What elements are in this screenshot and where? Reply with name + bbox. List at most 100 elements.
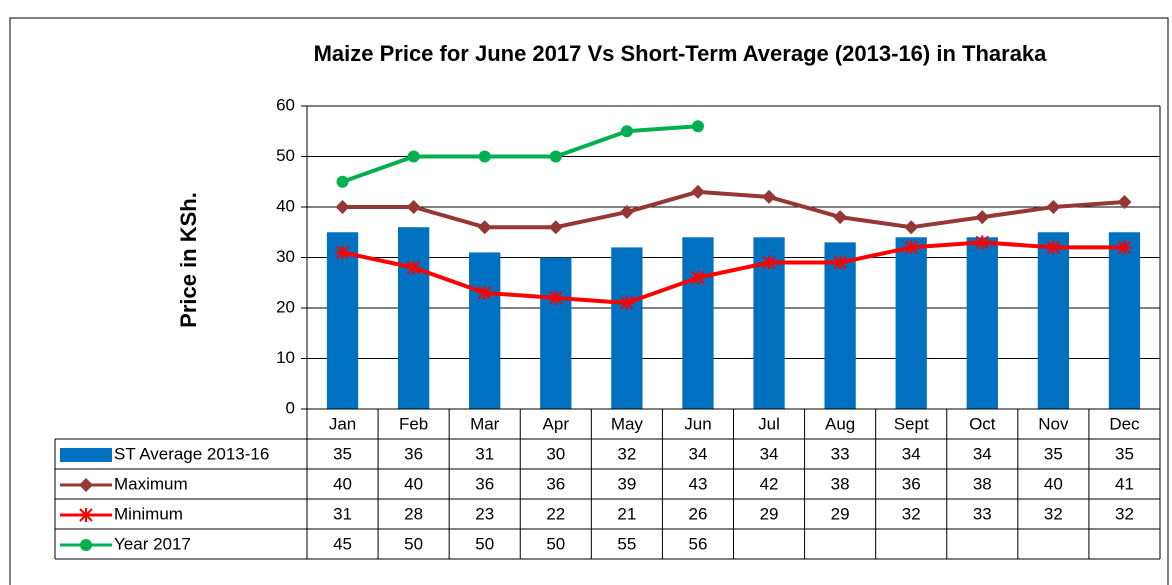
table-value: 21 [617,504,636,523]
x-tick-label: Sept [894,414,929,433]
marker [80,539,92,551]
legend-label: Minimum [114,504,183,523]
table-value: 36 [475,474,494,493]
y-tick-label: 10 [276,348,295,367]
chart-border [9,17,1169,585]
bar [469,252,501,409]
table-value: 30 [546,444,565,463]
table-value: 33 [831,444,850,463]
marker [406,200,421,214]
bar [540,257,572,409]
table-value: 35 [1044,444,1063,463]
table-value: 36 [902,474,921,493]
marker [477,285,492,300]
marker [690,270,705,285]
x-tick-label: Mar [470,414,500,433]
x-tick-label: Aug [825,414,855,433]
table-value: 33 [973,504,992,523]
marker [762,189,777,204]
table-value: 38 [973,474,992,493]
table-value: 55 [617,534,636,553]
table-value: 35 [1115,444,1134,463]
bar [1037,232,1070,409]
bar [895,237,927,409]
table-value: 32 [902,504,921,523]
table-value: 34 [902,444,921,463]
x-tick-label: Nov [1038,414,1069,433]
y-tick-label: 20 [276,297,295,316]
x-tick-label: Dec [1109,414,1140,433]
table-value: 39 [617,474,636,493]
legend-label: ST Average 2013-16 [114,444,269,463]
table-value: 34 [760,444,779,463]
table-value: 28 [404,504,423,523]
table-value: 32 [1115,504,1134,523]
y-tick-label: 50 [276,146,295,165]
table-value: 41 [1115,474,1134,493]
marker [904,240,919,255]
marker [549,150,562,163]
marker [1046,200,1061,214]
table-value: 29 [831,504,850,523]
table-value: 26 [688,504,707,523]
table-value: 56 [688,534,707,553]
legend-label: Year 2017 [114,534,191,553]
marker [548,290,563,305]
table-value: 38 [831,474,850,493]
marker [619,295,634,310]
marker [975,210,990,225]
chart-title: Maize Price for June 2017 Vs Short-Term … [313,41,1047,66]
table-value: 23 [475,504,494,523]
marker [336,175,349,188]
y-tick-label: 40 [276,196,295,215]
bar [1108,232,1141,409]
marker [975,235,990,250]
marker [1046,240,1061,255]
table-value: 40 [1044,474,1063,493]
marker [79,508,93,522]
marker [407,150,420,163]
marker [406,260,421,275]
table-value: 50 [404,534,423,553]
table-value: 50 [475,534,494,553]
x-tick-label: Apr [543,414,570,433]
marker [79,478,93,492]
marker [690,184,705,199]
y-tick-label: 60 [276,95,295,114]
x-tick-label: Oct [969,414,996,433]
x-tick-label: Jul [758,414,780,433]
y-tick-label: 30 [276,247,295,266]
marker [335,245,350,260]
marker [691,120,704,133]
marker [1117,194,1132,209]
line-series [342,240,1125,305]
table-value: 22 [546,504,565,523]
table-value: 34 [688,444,707,463]
table-value: 40 [333,474,352,493]
table-value: 42 [760,474,779,493]
marker [548,220,563,235]
table-value: 36 [546,474,565,493]
marker [904,220,919,235]
table-value: 36 [404,444,423,463]
table-value: 29 [760,504,779,523]
bar [682,237,714,409]
bar [824,242,856,409]
bar [966,237,998,409]
table-value: 31 [475,444,494,463]
y-axis-label: Price in KSh. [176,192,201,328]
x-tick-label: May [611,414,644,433]
legend-label: Maximum [114,474,188,493]
x-tick-label: Feb [399,414,428,433]
table-value: 40 [404,474,423,493]
x-tick-label: Jan [329,414,356,433]
marker [477,220,492,235]
bar [611,247,643,409]
table-value: 35 [333,444,352,463]
line-series [342,189,1125,230]
marker [1117,240,1132,255]
x-tick-label: Jun [684,414,711,433]
table-value: 50 [546,534,565,553]
